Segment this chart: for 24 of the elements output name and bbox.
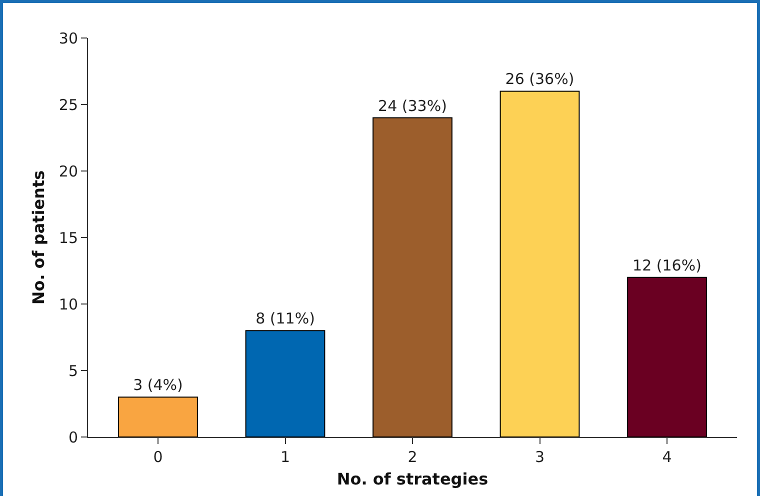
x-tick-label: 3: [534, 448, 545, 466]
y-tick-label: 5: [68, 362, 78, 380]
y-tick-label: 10: [58, 295, 78, 314]
y-tick-label: 25: [58, 96, 78, 114]
bar: [372, 117, 452, 437]
y-tick-label: 20: [58, 162, 78, 180]
x-axis-title: No. of strategies: [336, 470, 488, 489]
bar: [627, 276, 707, 437]
y-tick-label: 30: [58, 29, 78, 48]
data-label: 26 (36%): [505, 70, 574, 88]
y-tick-label: 15: [58, 228, 78, 247]
bar: [118, 396, 198, 437]
x-tick-label: 4: [662, 448, 672, 466]
y-axis-title: No. of patients: [28, 170, 48, 305]
bar: [245, 330, 326, 437]
bar: [500, 90, 580, 437]
data-label: 24 (33%): [378, 96, 447, 115]
x-tick-label: 1: [280, 448, 290, 466]
data-label: 12 (16%): [632, 256, 702, 274]
data-label: 3 (4%): [133, 376, 183, 394]
x-tick-label: 0: [153, 448, 163, 466]
x-tick-label: 2: [408, 448, 418, 466]
y-tick-label: 0: [68, 428, 78, 446]
data-label: 8 (11%): [256, 310, 315, 328]
